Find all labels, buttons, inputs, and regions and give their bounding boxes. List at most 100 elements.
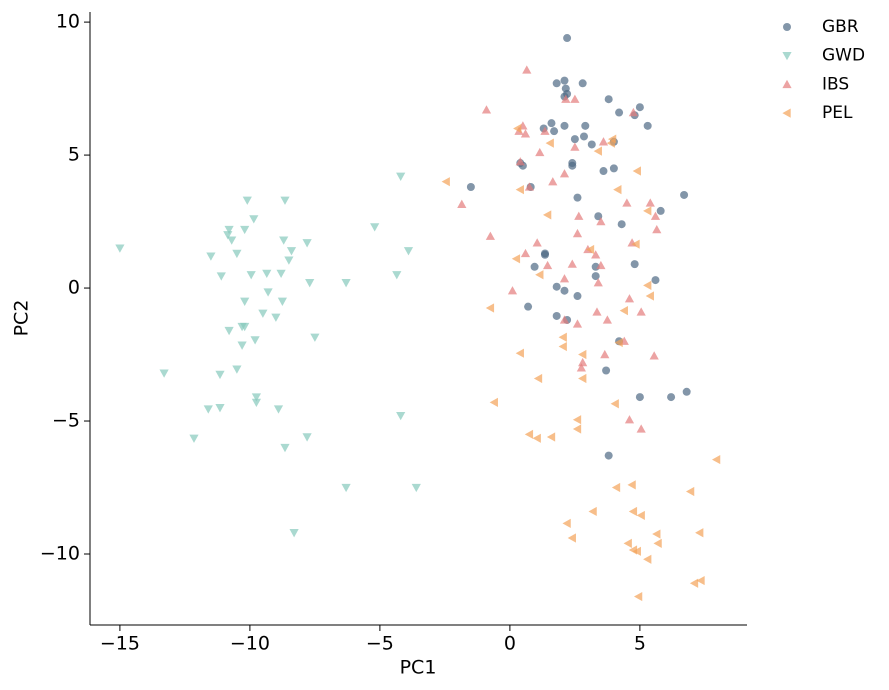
data-point [524, 302, 533, 311]
data-point [560, 76, 569, 85]
data-point [578, 79, 587, 88]
legend-label: GBR [822, 17, 859, 37]
y-tick-label: −10 [40, 542, 80, 564]
data-point [271, 313, 281, 322]
x-axis-label: PC1 [400, 657, 437, 679]
data-point [280, 196, 290, 205]
data-point [635, 393, 644, 402]
x-tick-label: −10 [230, 633, 270, 655]
data-point [341, 483, 351, 493]
data-point [567, 533, 576, 543]
data-point [224, 225, 234, 235]
data-point [240, 297, 250, 306]
data-point [273, 405, 284, 414]
data-point [216, 272, 226, 281]
data-point [570, 142, 580, 151]
data-point [542, 210, 552, 220]
data-point [232, 249, 242, 259]
data-point [189, 434, 199, 443]
data-point [622, 198, 632, 207]
data-point [680, 190, 689, 199]
data-point [596, 260, 606, 270]
data-point [251, 393, 261, 402]
data-point [617, 220, 626, 229]
data-point [587, 140, 596, 149]
legend-marker [782, 52, 792, 61]
data-point [284, 256, 294, 265]
data-point [263, 288, 273, 297]
data-point [645, 198, 655, 207]
data-point [572, 319, 583, 328]
data-point [203, 405, 213, 414]
data-point [441, 177, 450, 187]
data-point [610, 399, 619, 409]
data-point [632, 546, 641, 556]
data-point [560, 286, 569, 295]
data-point [115, 244, 125, 253]
data-point [276, 269, 286, 279]
data-point [611, 482, 621, 493]
data-point [604, 95, 613, 104]
data-point [520, 248, 531, 258]
legend-marker [783, 23, 791, 31]
data-point [403, 247, 414, 256]
data-point [624, 294, 635, 303]
data-point [215, 404, 225, 413]
data-point [552, 282, 561, 291]
data-point [591, 250, 601, 259]
data-point [636, 307, 646, 316]
legend-marker [782, 108, 791, 118]
data-point [682, 387, 691, 396]
data-point [643, 121, 652, 130]
data-point [633, 591, 643, 602]
x-tick-label: −15 [100, 633, 140, 655]
data-point [585, 244, 595, 255]
data-point [279, 236, 289, 245]
data-point [223, 231, 233, 240]
data-point [581, 121, 590, 130]
data-point [652, 224, 662, 234]
data-point [579, 132, 588, 141]
data-point [396, 172, 406, 181]
y-tick-label: −5 [52, 410, 80, 432]
data-point [507, 286, 518, 295]
data-point [545, 138, 554, 148]
data-point [559, 274, 570, 283]
data-point [602, 366, 611, 375]
data-point [602, 315, 612, 324]
data-point [559, 315, 570, 324]
data-point [530, 262, 539, 271]
legend-label: IBS [822, 74, 849, 94]
data-point [588, 506, 597, 517]
y-tick-label: 5 [68, 144, 80, 166]
data-point [224, 326, 234, 336]
data-point [628, 506, 638, 517]
data-point [607, 134, 617, 144]
data-point [599, 167, 608, 176]
data-point [598, 137, 609, 146]
data-point [558, 332, 567, 342]
data-point [552, 311, 561, 320]
data-point [540, 250, 549, 259]
data-point [576, 363, 586, 372]
data-point [515, 348, 524, 358]
data-point [619, 306, 628, 316]
data-point [289, 529, 299, 538]
data-point [485, 231, 495, 240]
data-point [457, 199, 467, 208]
data-point [572, 415, 582, 425]
data-point [578, 373, 587, 384]
data-point [563, 34, 572, 43]
data-point [532, 238, 542, 247]
data-point [227, 236, 237, 245]
data-point [559, 169, 570, 178]
data-point [614, 337, 623, 348]
data-point [250, 336, 260, 345]
data-point [540, 126, 550, 135]
data-point [667, 393, 676, 402]
data-point [511, 254, 521, 264]
data-point [613, 185, 622, 195]
data-point [533, 373, 543, 384]
data-point [232, 365, 242, 374]
data-point [535, 270, 544, 280]
